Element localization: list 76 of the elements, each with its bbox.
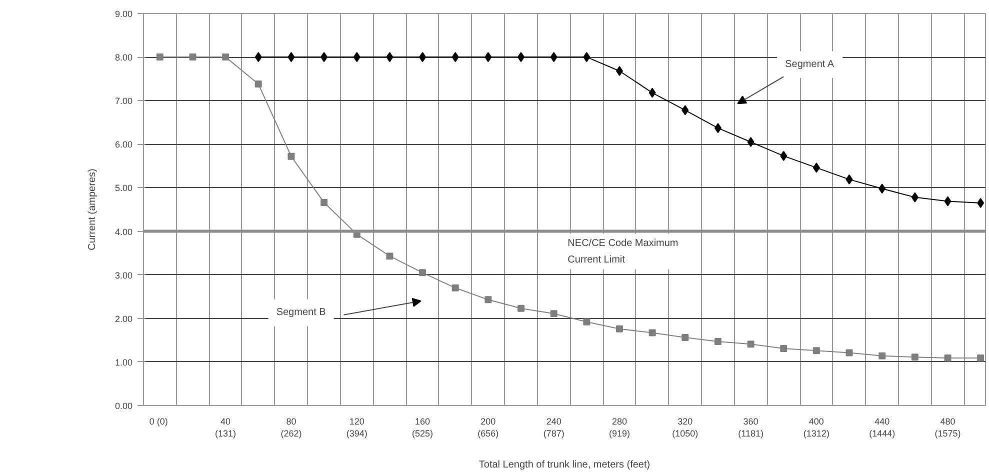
point [583, 52, 590, 62]
point [419, 269, 426, 276]
point [484, 52, 492, 62]
point [616, 325, 623, 332]
point [780, 150, 788, 161]
y-tick-label: 7.00 [114, 96, 133, 106]
point [714, 338, 722, 345]
point [484, 296, 492, 304]
point [452, 284, 459, 292]
point [386, 252, 394, 260]
point [452, 52, 459, 62]
point [518, 52, 525, 62]
point [288, 152, 295, 160]
point [550, 52, 558, 62]
point [189, 54, 196, 61]
annotation: Segment B [276, 307, 326, 318]
x-tick-label: 40 (131) [215, 416, 236, 438]
y-tick-label: 9.00 [114, 9, 133, 19]
point [616, 66, 623, 76]
point [288, 52, 295, 62]
y-tick-label: 1.00 [114, 357, 133, 368]
point [254, 80, 262, 88]
y-tick-label: 6.00 [114, 140, 133, 150]
point [714, 123, 722, 134]
x-tick-label: 280 (919) [608, 416, 630, 438]
y-tick-label: 8.00 [114, 52, 133, 63]
y-tick-label: 2.00 [114, 314, 133, 324]
y-axis-title: Current (amperes) [86, 168, 98, 250]
x-tick-label: 80 (262) [280, 416, 302, 438]
point [648, 329, 656, 336]
y-tick-label: 0.00 [114, 401, 133, 411]
point [254, 52, 262, 62]
point [648, 88, 656, 98]
point [518, 304, 525, 312]
point [780, 344, 788, 352]
point [419, 52, 426, 62]
point [878, 352, 886, 360]
point [911, 354, 918, 361]
x-tick-label: 480 (1575) [934, 416, 961, 438]
y-tick-label: 4.00 [114, 226, 133, 237]
x-tick-label: 320 (1050) [672, 416, 698, 438]
point [747, 340, 754, 348]
x-tick-label: 360 (1181) [738, 416, 764, 438]
y-tick-label: 5.00 [114, 183, 133, 194]
point [977, 354, 984, 362]
x-tick-label: 160 (525) [412, 416, 434, 438]
point [682, 105, 689, 116]
point [911, 192, 918, 202]
point [747, 136, 754, 147]
point [878, 184, 886, 194]
x-axis-title: Total Length of trunk line, meters (feet) [478, 460, 650, 470]
annotation: Segment A [785, 58, 834, 70]
x-tick-label: 440 (1444) [869, 416, 896, 438]
point [846, 174, 853, 184]
x-tick-label: 120 (394) [346, 416, 368, 438]
point [977, 198, 984, 208]
point [320, 199, 328, 206]
point [944, 196, 952, 206]
point [222, 54, 230, 61]
y-tick-label: 3.00 [114, 270, 133, 280]
point [682, 334, 689, 342]
point [386, 52, 394, 62]
point [550, 310, 558, 318]
x-tick-label: 0 (0) [149, 416, 168, 426]
point [583, 318, 590, 326]
point [812, 347, 820, 354]
point [846, 349, 853, 356]
point [320, 52, 328, 62]
x-tick-label: 200 (656) [478, 416, 499, 438]
x-tick-label: 400 (1312) [803, 416, 830, 438]
point [156, 54, 164, 61]
point [812, 162, 820, 173]
point [353, 52, 360, 62]
point [944, 354, 952, 362]
ref-line-label: NEC/CE Code Maximum Current Limit [568, 238, 678, 266]
x-tick-label: 240 (787) [543, 416, 564, 438]
